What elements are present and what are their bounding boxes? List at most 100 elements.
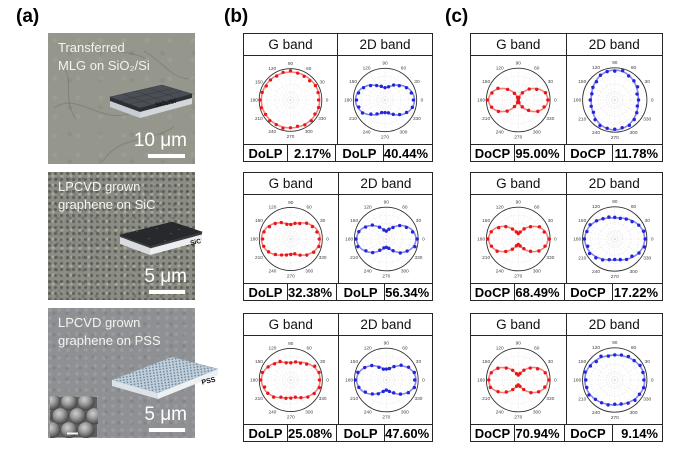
angle-tick-label: 300 <box>533 269 541 275</box>
data-point <box>258 378 263 382</box>
data-point <box>636 98 640 102</box>
angle-tick-label: 90 <box>288 61 294 66</box>
polar-plot-cell: 0 30 60 90 120 150 180 210 240 270 300 330 <box>339 336 434 424</box>
angle-tick-label: 270 <box>610 135 618 141</box>
angle-tick-label: 90 <box>383 199 389 205</box>
polar-plot-row: 0 30 60 90 120 150 180 210 240 270 300 330 0 30 60 90 12… <box>244 336 433 424</box>
angle-tick-label: 270 <box>610 415 618 421</box>
angle-tick-label: 30 <box>548 218 554 224</box>
data-point <box>598 354 603 358</box>
data-point <box>309 119 313 123</box>
polar-plot-2d-band: 0 30 60 90 120 150 180 210 240 270 300 330 <box>345 340 425 420</box>
data-point <box>267 224 272 229</box>
data-point <box>600 217 605 221</box>
data-point <box>535 367 540 371</box>
data-point <box>298 253 302 257</box>
data-point <box>632 117 636 122</box>
angle-tick-label: 120 <box>496 345 504 351</box>
angle-tick-label: 30 <box>320 359 326 365</box>
angle-tick-label: 300 <box>629 410 637 416</box>
data-point <box>489 105 494 109</box>
data-point <box>303 123 307 127</box>
angle-tick-label: 330 <box>319 396 327 402</box>
data-point <box>357 105 361 109</box>
data-point <box>379 84 384 89</box>
polar-plot-cell: 0 30 60 90 120 150 180 210 240 270 300 330 <box>471 195 567 283</box>
data-point <box>496 366 500 370</box>
angle-tick-label: 300 <box>533 410 541 416</box>
metric-row: DoLP 32.38% DoLP 56.34% <box>244 283 434 300</box>
data-point <box>542 105 546 109</box>
angle-tick-label: 240 <box>496 130 504 136</box>
angle-tick-label: 210 <box>255 396 263 402</box>
data-point <box>598 73 602 77</box>
band-header: G band <box>471 314 567 336</box>
data-point <box>536 390 541 394</box>
angle-tick-label: 300 <box>533 130 541 136</box>
angle-tick-label: 30 <box>415 359 421 365</box>
data-point <box>618 216 622 221</box>
angle-tick-label: 30 <box>320 218 326 224</box>
data-point <box>391 391 395 395</box>
data-point <box>368 83 373 88</box>
data-point <box>295 124 300 128</box>
metric-label: DoCP <box>565 145 613 161</box>
metric-label: DoCP <box>471 284 515 300</box>
table-header-row: G band 2D band <box>244 314 434 336</box>
angle-tick-label: 270 <box>514 415 522 421</box>
data-point <box>374 83 379 88</box>
angle-tick-label: 0 <box>554 237 557 243</box>
angle-tick-label: 0 <box>554 378 557 384</box>
data-point <box>612 257 616 262</box>
angle-tick-label: 210 <box>255 255 263 261</box>
metric-label: DoLP <box>337 425 386 441</box>
data-point <box>619 353 623 357</box>
angle-tick-label: 180 <box>573 237 581 243</box>
data-point <box>620 68 624 73</box>
polar-plot-g-band: 0 30 60 90 120 150 180 210 240 270 300 330 <box>477 60 557 140</box>
data-point <box>632 398 637 402</box>
data-point <box>504 390 508 394</box>
data-point <box>488 385 493 390</box>
data-point <box>504 249 508 254</box>
angle-tick-label: 210 <box>255 116 263 121</box>
angle-tick-label: 150 <box>255 359 263 365</box>
data-point <box>636 251 641 255</box>
angle-tick-label: 300 <box>400 130 408 136</box>
chip-label: SiC <box>190 238 202 247</box>
data-point <box>313 83 318 88</box>
angle-tick-label: 210 <box>578 116 586 122</box>
data-point <box>504 366 508 370</box>
metric-value: 25.08% <box>288 425 338 441</box>
metric-label: DoLP <box>336 145 384 161</box>
data-point <box>370 392 374 396</box>
data-point <box>522 227 526 231</box>
angle-tick-label: 30 <box>644 79 650 85</box>
data-point <box>316 98 321 102</box>
angle-tick-label: 30 <box>644 359 650 365</box>
data-point <box>391 83 396 87</box>
data-point <box>522 368 526 372</box>
data-point <box>517 100 521 105</box>
caption-line: LPCVD grown <box>58 179 141 194</box>
data-point <box>406 365 410 369</box>
data-point <box>543 371 547 375</box>
data-point <box>528 366 532 370</box>
polar-plot-row: 0 30 60 90 120 150 180 210 240 270 300 330 0 30 60 90 12… <box>244 56 432 144</box>
data-point <box>386 111 391 115</box>
angle-tick-label: 270 <box>287 134 295 139</box>
angle-tick-label: 0 <box>422 237 425 243</box>
polar-plot-cell: 0 30 60 90 120 150 180 210 240 270 300 330 <box>244 336 339 424</box>
angle-tick-label: 180 <box>345 378 353 384</box>
angle-tick-label: 30 <box>415 218 421 224</box>
data-point <box>381 389 385 394</box>
angle-tick-label: 210 <box>578 255 586 261</box>
data-point <box>489 230 493 234</box>
data-point <box>629 254 634 258</box>
data-point <box>370 250 374 255</box>
data-point <box>272 395 276 399</box>
data-point <box>512 91 517 96</box>
angle-tick-label: 30 <box>548 79 554 85</box>
data-point <box>597 123 602 128</box>
polar-plot-g-band: 0 30 60 90 120 150 180 210 240 270 300 330 <box>250 61 329 139</box>
